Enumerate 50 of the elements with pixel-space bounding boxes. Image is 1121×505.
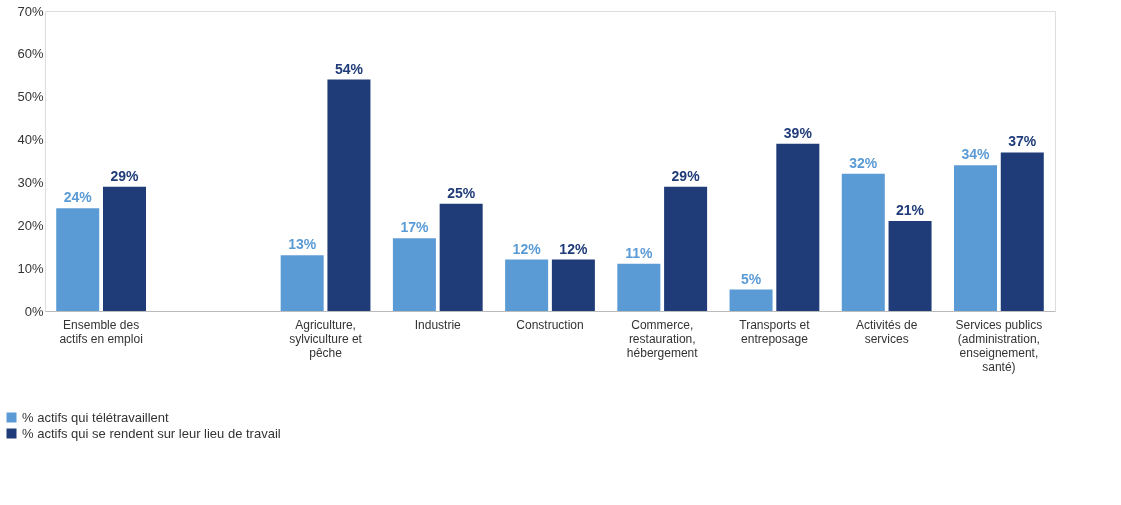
data-label: 37%	[1008, 133, 1037, 150]
bar	[56, 208, 100, 311]
data-label: 29%	[671, 167, 701, 184]
bar	[664, 186, 708, 311]
bar	[729, 289, 773, 311]
y-tick-label: 40%	[17, 132, 44, 148]
x-tick-label: Industrie	[414, 317, 462, 332]
y-tick-label: 30%	[17, 174, 44, 190]
y-tick-label: 60%	[17, 46, 44, 62]
y-tick-label: 50%	[17, 89, 44, 105]
x-tick-label: Construction	[516, 317, 584, 332]
bar	[505, 259, 549, 311]
x-tick-label: Commerce, restauration, hébergement	[626, 317, 699, 360]
bar	[888, 221, 932, 311]
bar	[776, 143, 820, 311]
bar	[954, 165, 998, 311]
data-label: 21%	[896, 202, 925, 218]
y-tick-label: 20%	[17, 217, 44, 233]
data-label: 12%	[512, 240, 542, 257]
data-label: 54%	[334, 60, 364, 77]
legend-label: % actifs qui se rendent sur leur lieu de travail	[22, 425, 281, 441]
x-tick-label: Agriculture, sylviculture et pêche	[289, 317, 363, 360]
bar	[439, 203, 483, 311]
y-tick-label: 10%	[17, 260, 44, 276]
data-label: 25%	[447, 184, 476, 201]
data-label: 13%	[288, 236, 317, 253]
bar	[841, 173, 885, 311]
legend-label: % actifs qui télétravaillent	[22, 409, 170, 425]
bar	[392, 238, 436, 311]
data-label: 24%	[63, 189, 93, 206]
x-tick-label: Transports et entreposage	[739, 317, 811, 346]
data-label: 12%	[559, 240, 588, 257]
data-label: 5%	[740, 270, 762, 287]
y-tick-label: 0%	[24, 303, 44, 319]
data-label: 29%	[110, 167, 140, 184]
data-label: 39%	[783, 124, 813, 141]
bar	[617, 263, 661, 311]
bar	[102, 186, 146, 311]
bar	[280, 255, 324, 311]
data-label: 32%	[849, 154, 878, 171]
x-tick-label: Activités de services	[855, 317, 918, 346]
data-label: 34%	[961, 146, 991, 163]
bar	[551, 259, 595, 311]
data-label: 17%	[400, 219, 429, 236]
x-tick-label: Ensemble des actifs en emploi	[59, 317, 143, 346]
data-label: 11%	[625, 244, 654, 261]
bar	[1000, 152, 1044, 311]
y-tick-label: 70%	[17, 3, 44, 19]
bar	[327, 79, 371, 311]
x-tick-label: Services publics (administration, enseignement, santé)	[955, 317, 1043, 374]
